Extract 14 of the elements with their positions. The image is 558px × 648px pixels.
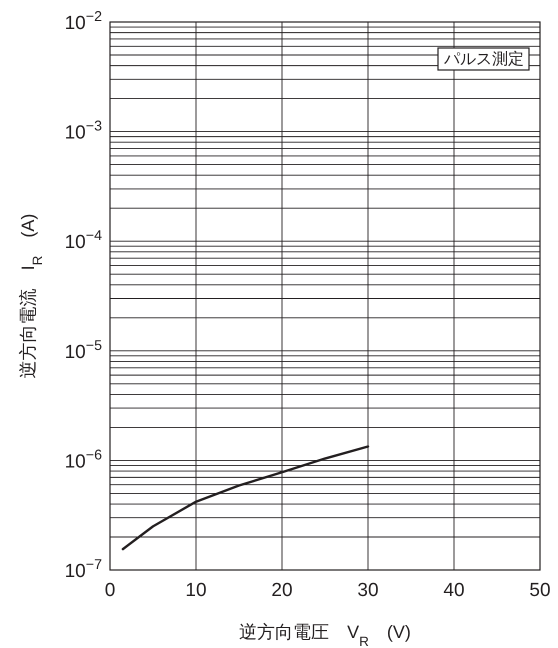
text: 逆方向電圧 V$_{R}$ (V) bbox=[239, 622, 411, 648]
x-tick-label: 40 bbox=[443, 580, 465, 601]
y-tick-label: 10$^{−2}$ bbox=[64, 9, 102, 34]
y-tick-label: 10$^{−4}$ bbox=[64, 228, 102, 254]
annotation: パルス測定 bbox=[443, 50, 524, 68]
x-tick-label: 50 bbox=[529, 580, 551, 601]
y-tick-label: 10$^{−6}$ bbox=[64, 447, 102, 472]
y-tick-label: 10$^{−7}$ bbox=[64, 557, 102, 582]
y-tick-label: 10$^{−5}$ bbox=[64, 338, 102, 363]
x-tick-label: 20 bbox=[271, 580, 293, 601]
x-tick-label: 0 bbox=[104, 580, 116, 601]
x-tick-label: 10 bbox=[185, 580, 207, 601]
x-tick-label: 30 bbox=[357, 580, 379, 601]
y-tick-label: 10$^{−3}$ bbox=[64, 118, 102, 144]
